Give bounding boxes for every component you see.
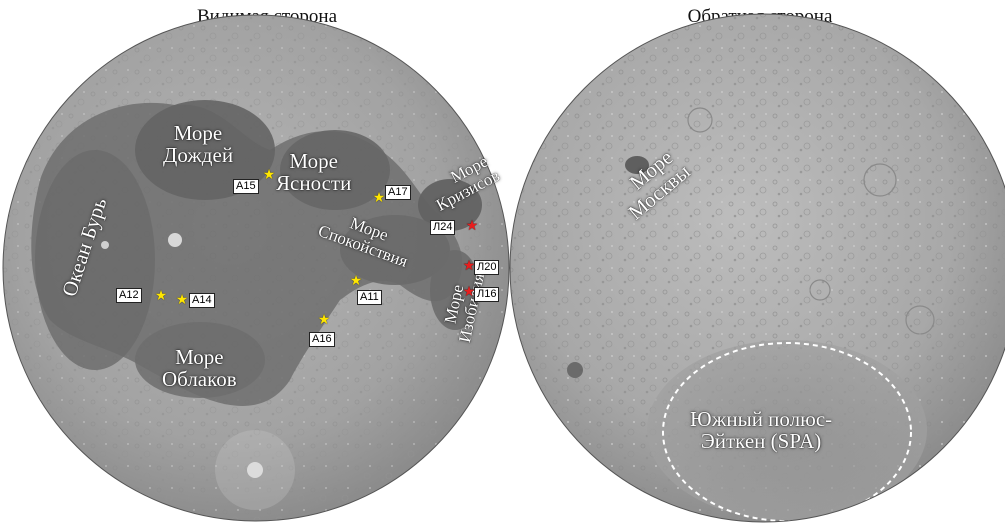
- apollo-17-star: ★: [372, 190, 386, 206]
- luna-20-label: Л20: [474, 260, 500, 275]
- luna-20-star: ★: [462, 258, 476, 274]
- spa-line2: Эйткен (SPA): [700, 429, 822, 453]
- mare-serenitatis-line2: Ясности: [276, 171, 352, 195]
- apollo-16-star: ★: [317, 312, 331, 328]
- spa-basin-label: Южный полюс- Эйткен (SPA): [690, 408, 832, 452]
- mare-imbrium-line2: Дождей: [163, 143, 234, 167]
- near-side-disc: [2, 14, 510, 522]
- mare-nubium-line1: Море: [175, 345, 224, 369]
- luna-16-star: ★: [462, 284, 476, 300]
- apollo-17-label: А17: [385, 185, 411, 200]
- spa-basin-outline: [662, 342, 912, 522]
- mare-nubium-label: Море Облаков: [162, 346, 237, 390]
- mare-nubium-line2: Облаков: [162, 367, 237, 391]
- luna-24-label: Л24: [430, 220, 456, 235]
- apollo-15-label: А15: [233, 179, 259, 194]
- apollo-14-star: ★: [175, 292, 189, 308]
- mare-imbrium-label: Море Дождей: [163, 122, 233, 166]
- apollo-15-star: ★: [262, 167, 276, 183]
- luna-16-label: Л16: [474, 287, 500, 302]
- apollo-12-star: ★: [154, 288, 168, 304]
- apollo-14-label: А14: [189, 293, 215, 308]
- mare-serenitatis-line1: Море: [289, 149, 338, 173]
- spa-line1: Южный полюс-: [690, 407, 833, 431]
- luna-24-star: ★: [465, 218, 479, 234]
- apollo-16-label: А16: [309, 332, 335, 347]
- mare-serenitatis-label: Море Ясности: [276, 150, 351, 194]
- far-side-disc: [509, 13, 1005, 523]
- apollo-11-label: А11: [357, 290, 382, 305]
- apollo-11-star: ★: [349, 273, 363, 289]
- mare-imbrium-line1: Море: [173, 121, 223, 145]
- apollo-12-label: А12: [116, 288, 142, 303]
